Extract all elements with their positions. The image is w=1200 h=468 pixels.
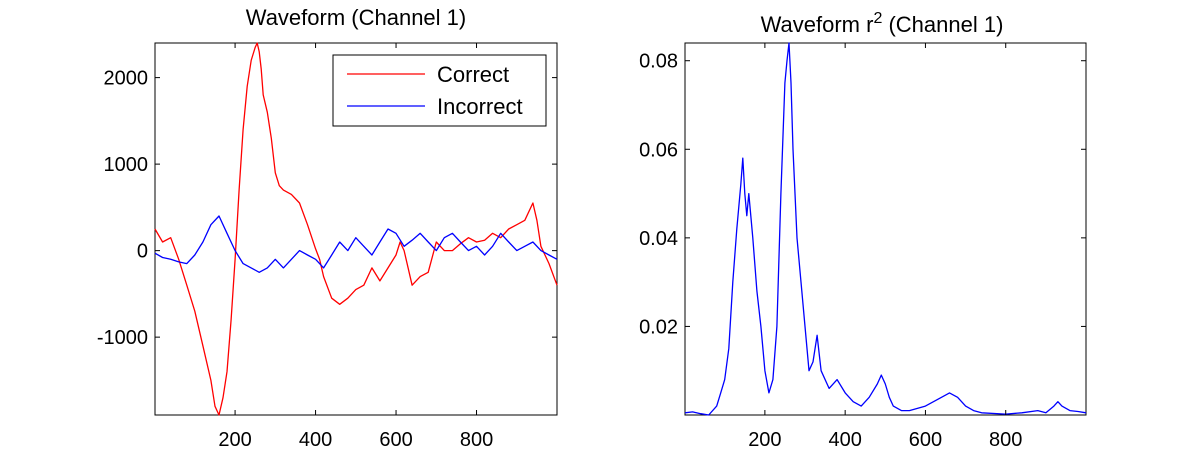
y-tick-label: 2000 — [104, 68, 149, 90]
x-tick-label: 600 — [379, 429, 412, 451]
chart-title: Waveform (Channel 1) — [246, 5, 466, 30]
y-tick-label: 0.08 — [639, 51, 678, 73]
legend-box — [332, 54, 547, 127]
y-tick-label: 0.04 — [639, 228, 678, 250]
x-tick-label: 400 — [299, 429, 332, 451]
legend-label-correct: Correct — [437, 62, 509, 87]
chart-title-tail: (Channel 1) — [882, 12, 1003, 37]
chart-title-superscript: 2 — [873, 10, 882, 27]
x-tick-label: 800 — [989, 429, 1022, 451]
series-line-r2 — [684, 42, 1087, 416]
x-tick-label: 800 — [460, 429, 493, 451]
chart-title-main: Waveform r — [761, 12, 874, 37]
waveform-panel: Waveform (Channel 1) 200 400 600 800 -1000 0 1… — [97, 5, 558, 451]
y-tick-label: 1000 — [104, 154, 149, 176]
chart-title: Waveform r2 (Channel 1) — [761, 10, 1004, 37]
x-tick-label: 400 — [828, 429, 861, 451]
waveform-r2-panel: Waveform r2 (Channel 1) 200 400 600 800 0.02… — [639, 10, 1087, 451]
y-tick-label: 0.02 — [639, 316, 678, 338]
series-line-correct — [154, 42, 558, 416]
x-tick-label: 200 — [748, 429, 781, 451]
plot-area — [684, 42, 1087, 416]
y-tick-label: 0 — [137, 241, 148, 263]
series-line-incorrect — [154, 215, 558, 273]
legend: Correct Incorrect — [332, 54, 547, 127]
x-tick-label: 200 — [218, 429, 251, 451]
y-tick-label: 0.06 — [639, 139, 678, 161]
x-tick-label: 600 — [909, 429, 942, 451]
y-tick-label: -1000 — [97, 327, 148, 349]
legend-label-incorrect: Incorrect — [437, 94, 523, 119]
